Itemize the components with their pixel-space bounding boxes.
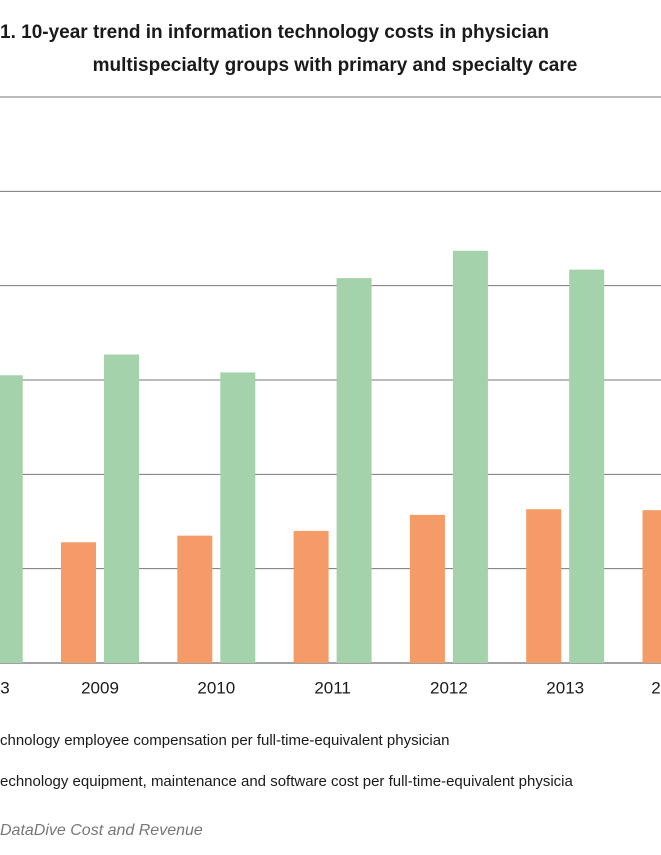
- bar: [293, 530, 329, 663]
- x-tick-label: 2012: [430, 678, 468, 697]
- bar: [0, 375, 23, 663]
- chart-subtitle: multispecialty groups with primary and s…: [93, 55, 578, 76]
- bar: [220, 372, 256, 663]
- bar: [61, 542, 96, 663]
- x-tick-label: 2013: [546, 678, 584, 697]
- x-tick-label: 3: [0, 678, 9, 697]
- bar: [452, 250, 488, 663]
- legend-label: chnology employee compensation per full-…: [0, 732, 449, 749]
- bar: [409, 514, 445, 663]
- source-note: DataDive Cost and Revenue: [0, 822, 203, 839]
- chart-title: 1. 10-year trend in information technolo…: [0, 22, 549, 43]
- x-tick-label: 2011: [314, 678, 351, 697]
- x-tick-label: 2009: [81, 678, 119, 697]
- x-tick-label: 2: [651, 678, 660, 697]
- bar: [526, 509, 562, 663]
- bar: [104, 354, 139, 663]
- legend-label: echnology equipment, maintenance and sof…: [0, 773, 573, 790]
- x-tick-label: 2010: [197, 678, 235, 697]
- bar: [336, 278, 372, 663]
- bar: [177, 535, 213, 663]
- bar: [642, 510, 661, 663]
- bar: [569, 269, 605, 663]
